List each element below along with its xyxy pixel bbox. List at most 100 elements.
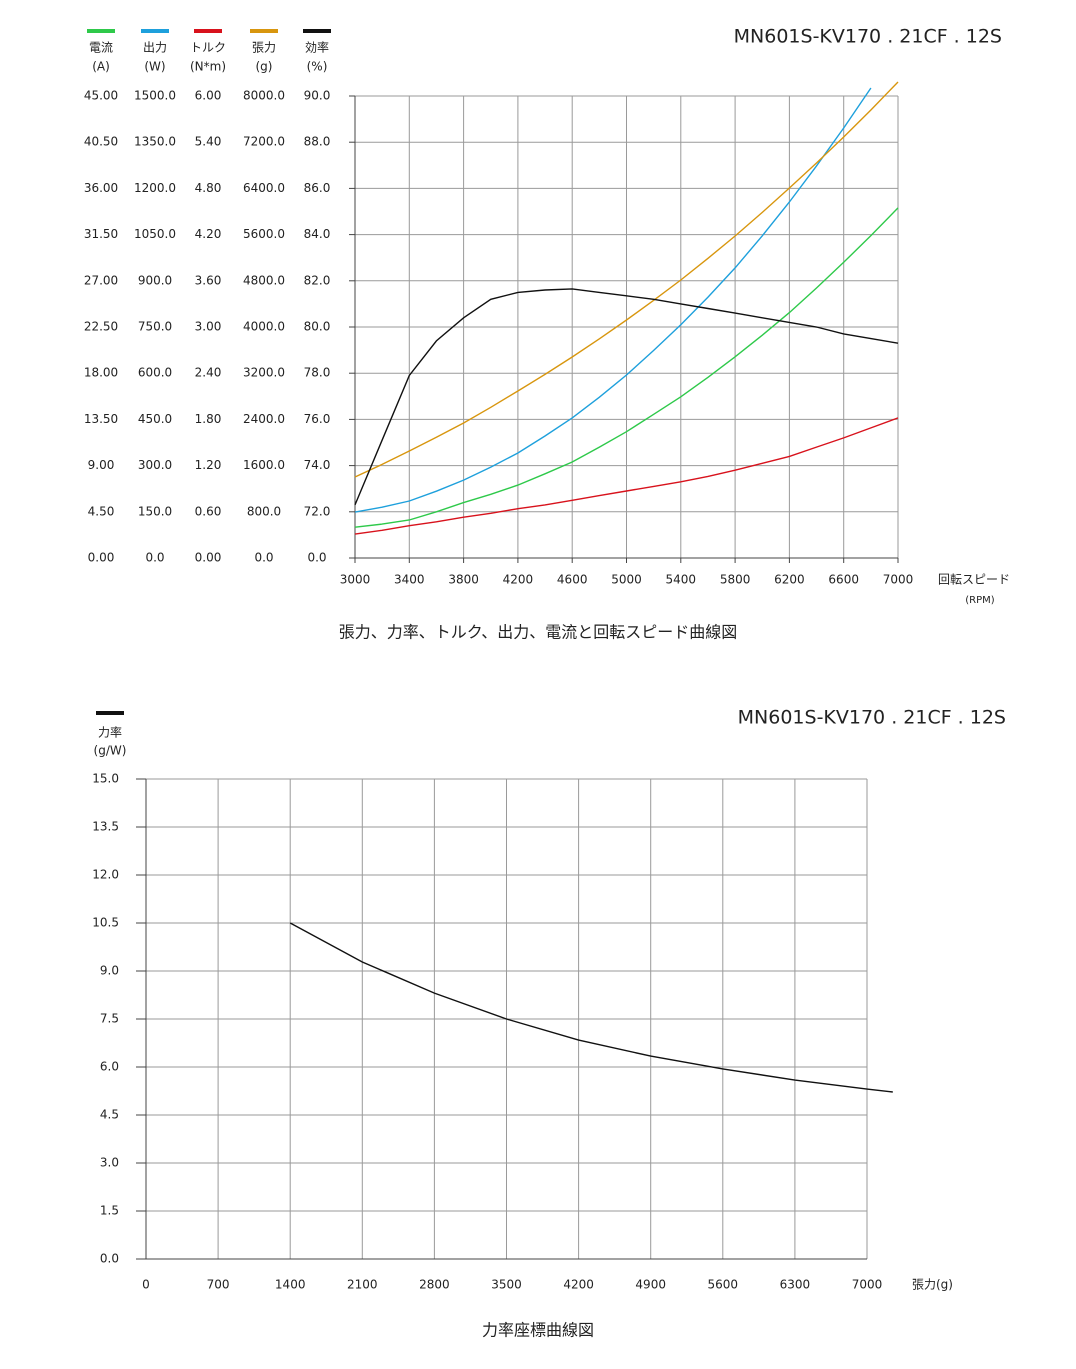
y-tick-label: 0.0 — [100, 1252, 119, 1266]
y-tick-label: 900.0 — [138, 273, 172, 287]
legend-swatch — [194, 29, 222, 33]
legend-label: 効率 — [305, 40, 329, 55]
y-tick-label: 18.00 — [84, 366, 118, 380]
x-tick-label: 7000 — [883, 573, 914, 587]
chart-title: MN601S-KV170 . 21CF . 12S — [734, 26, 1002, 48]
legend-label: 電流 — [89, 41, 113, 55]
y-tick-label: 1.80 — [195, 412, 222, 426]
x-tick-label: 5000 — [611, 573, 642, 587]
legend-unit: (g) — [256, 60, 273, 74]
legend-swatch — [303, 29, 331, 33]
x-tick-label: 3500 — [491, 1278, 522, 1292]
legend-label: 出力 — [143, 41, 167, 55]
x-tick-label: 6200 — [774, 573, 805, 587]
x-tick-label: 5400 — [666, 573, 697, 587]
x-tick-label: 2800 — [419, 1278, 450, 1292]
y-tick-label: 4.5 — [100, 1108, 119, 1122]
series-line — [354, 288, 899, 506]
x-axis-unit: (RPM) — [965, 595, 995, 606]
y-tick-label: 1600.0 — [243, 458, 285, 472]
y-tick-label: 6.0 — [100, 1060, 119, 1074]
series-line — [354, 207, 899, 528]
legend-swatch — [87, 29, 115, 33]
y-tick-label: 72.0 — [304, 504, 331, 518]
x-tick-label: 1400 — [275, 1278, 306, 1292]
y-tick-label: 3200.0 — [243, 366, 285, 380]
legend-label: 張力 — [252, 41, 276, 55]
series-line — [354, 87, 872, 513]
x-tick-label: 4600 — [557, 573, 588, 587]
y-tick-label: 13.50 — [84, 412, 118, 426]
y-tick-label: 750.0 — [138, 320, 172, 334]
y-tick-label: 4.20 — [195, 227, 222, 241]
y-tick-label: 150.0 — [138, 504, 172, 518]
y-tick-label: 12.0 — [92, 868, 119, 882]
x-tick-label: 4200 — [563, 1278, 594, 1292]
y-tick-label: 5600.0 — [243, 227, 285, 241]
y-tick-label: 45.00 — [84, 89, 118, 103]
y-tick-label: 9.0 — [100, 964, 119, 978]
y-tick-label: 0.0 — [307, 551, 326, 565]
y-tick-label: 80.0 — [304, 320, 331, 334]
caption: 力率座標曲線図 — [482, 1321, 594, 1340]
series-line — [289, 922, 893, 1093]
x-axis-label: 回転スピード — [938, 573, 1010, 587]
y-tick-label: 40.50 — [84, 135, 118, 149]
legend-swatch — [141, 29, 169, 33]
y-tick-label: 4800.0 — [243, 273, 285, 287]
y-tick-label: 600.0 — [138, 366, 172, 380]
caption: 張力、力率、トルク、出力、電流と回転スピード曲線図 — [339, 623, 738, 642]
y-tick-label: 1500.0 — [134, 89, 176, 103]
y-tick-label: 27.00 — [84, 273, 118, 287]
y-tick-label: 90.0 — [304, 89, 331, 103]
y-tick-label: 0.60 — [195, 504, 222, 518]
chart-title: MN601S-KV170 . 21CF . 12S — [738, 707, 1006, 729]
y-tick-label: 4000.0 — [243, 320, 285, 334]
y-tick-label: 10.5 — [92, 916, 119, 930]
y-tick-label: 8000.0 — [243, 89, 285, 103]
y-tick-label: 2.40 — [195, 366, 222, 380]
x-tick-label: 4900 — [635, 1278, 666, 1292]
x-tick-label: 3400 — [394, 573, 425, 587]
y-tick-label: 36.00 — [84, 181, 118, 195]
y-tick-label: 6400.0 — [243, 181, 285, 195]
series-line — [354, 81, 899, 478]
y-tick-label: 4.50 — [88, 504, 115, 518]
x-tick-label: 0 — [142, 1278, 150, 1292]
y-tick-label: 88.0 — [304, 135, 331, 149]
legend-unit: (N*m) — [190, 60, 226, 74]
y-tick-label: 1050.0 — [134, 227, 176, 241]
y-tick-label: 2400.0 — [243, 412, 285, 426]
legend-unit: (g/W) — [94, 744, 127, 758]
x-tick-label: 3000 — [340, 573, 371, 587]
x-tick-label: 7000 — [852, 1278, 883, 1292]
legend-swatch — [250, 29, 278, 33]
y-tick-label: 1350.0 — [134, 135, 176, 149]
y-tick-label: 5.40 — [195, 135, 222, 149]
y-tick-label: 1.5 — [100, 1204, 119, 1218]
y-tick-label: 7200.0 — [243, 135, 285, 149]
y-tick-label: 15.0 — [92, 772, 119, 786]
x-tick-label: 4200 — [503, 573, 534, 587]
y-tick-label: 78.0 — [304, 366, 331, 380]
y-tick-label: 86.0 — [304, 181, 331, 195]
legend-unit: (W) — [144, 60, 165, 74]
y-tick-label: 76.0 — [304, 412, 331, 426]
y-tick-label: 1200.0 — [134, 181, 176, 195]
x-axis-label: 張力(g) — [912, 1278, 953, 1292]
legend-label: 力率 — [98, 725, 122, 740]
y-tick-label: 3.60 — [195, 273, 222, 287]
y-tick-label: 31.50 — [84, 227, 118, 241]
y-tick-label: 13.5 — [92, 820, 119, 834]
y-tick-label: 3.00 — [195, 320, 222, 334]
y-tick-label: 9.00 — [88, 458, 115, 472]
y-tick-label: 0.0 — [254, 551, 273, 565]
y-tick-label: 4.80 — [195, 181, 222, 195]
x-tick-label: 6600 — [828, 573, 859, 587]
y-tick-label: 0.00 — [88, 551, 115, 565]
legend-label: トルク — [190, 41, 226, 55]
legend-unit: (A) — [92, 60, 110, 74]
series-line — [354, 417, 899, 535]
x-tick-label: 3800 — [448, 573, 479, 587]
